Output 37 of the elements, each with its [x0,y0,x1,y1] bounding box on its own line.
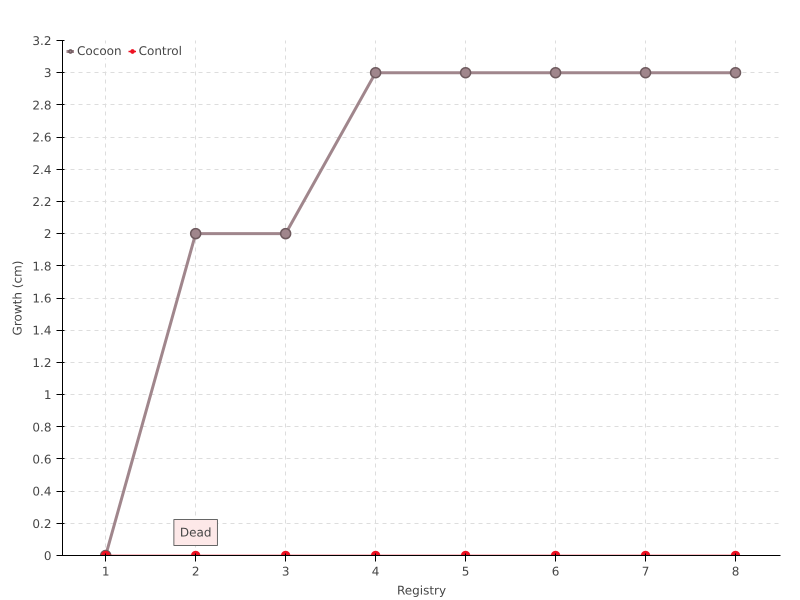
point [550,66,562,78]
x-tick-label: 3 [282,564,290,578]
y-tick-label: 3 [44,66,52,80]
y-tick-label: 1.2 [32,356,52,370]
x-tick-label: 5 [462,564,470,578]
y-tick-label: 0 [44,549,52,563]
y-tick-label: 1.8 [32,259,52,274]
y-tick-label: 0.8 [32,420,52,434]
point [370,66,382,78]
y-tick-label: 0.4 [32,484,52,499]
x-tick-label: 8 [732,564,740,578]
x-axis-title: Registry [396,584,446,598]
y-tick-label: 2.8 [32,98,52,112]
point [280,228,292,240]
point [190,228,202,240]
x-tick-label: 7 [642,564,650,578]
x-tick-label: 1 [102,564,110,578]
y-tick-label: 0.2 [32,516,52,531]
y-tick-label: 1.4 [32,324,52,338]
legend-label: Control [138,44,182,58]
point [640,66,652,78]
point [460,66,472,78]
y-tick-label: 1 [44,388,52,402]
legend-label: Cocoon [77,44,122,58]
y-axis-title: Growth (cm) [10,260,24,336]
y-tick-label: 1.6 [32,292,52,306]
y-tick-label: 2 [44,227,52,242]
y-tick-label: 2.4 [32,162,52,177]
x-tick-label: 4 [372,564,380,578]
x-tick-label: 6 [552,564,560,578]
x-tick-label: 2 [192,564,200,578]
y-tick-label: 3.2 [32,34,52,48]
y-tick-label: 2.6 [32,130,52,145]
point [730,66,742,78]
annotation: Dead [180,526,212,540]
y-tick-label: 0.6 [32,452,52,466]
y-tick-label: 2.2 [32,194,52,209]
